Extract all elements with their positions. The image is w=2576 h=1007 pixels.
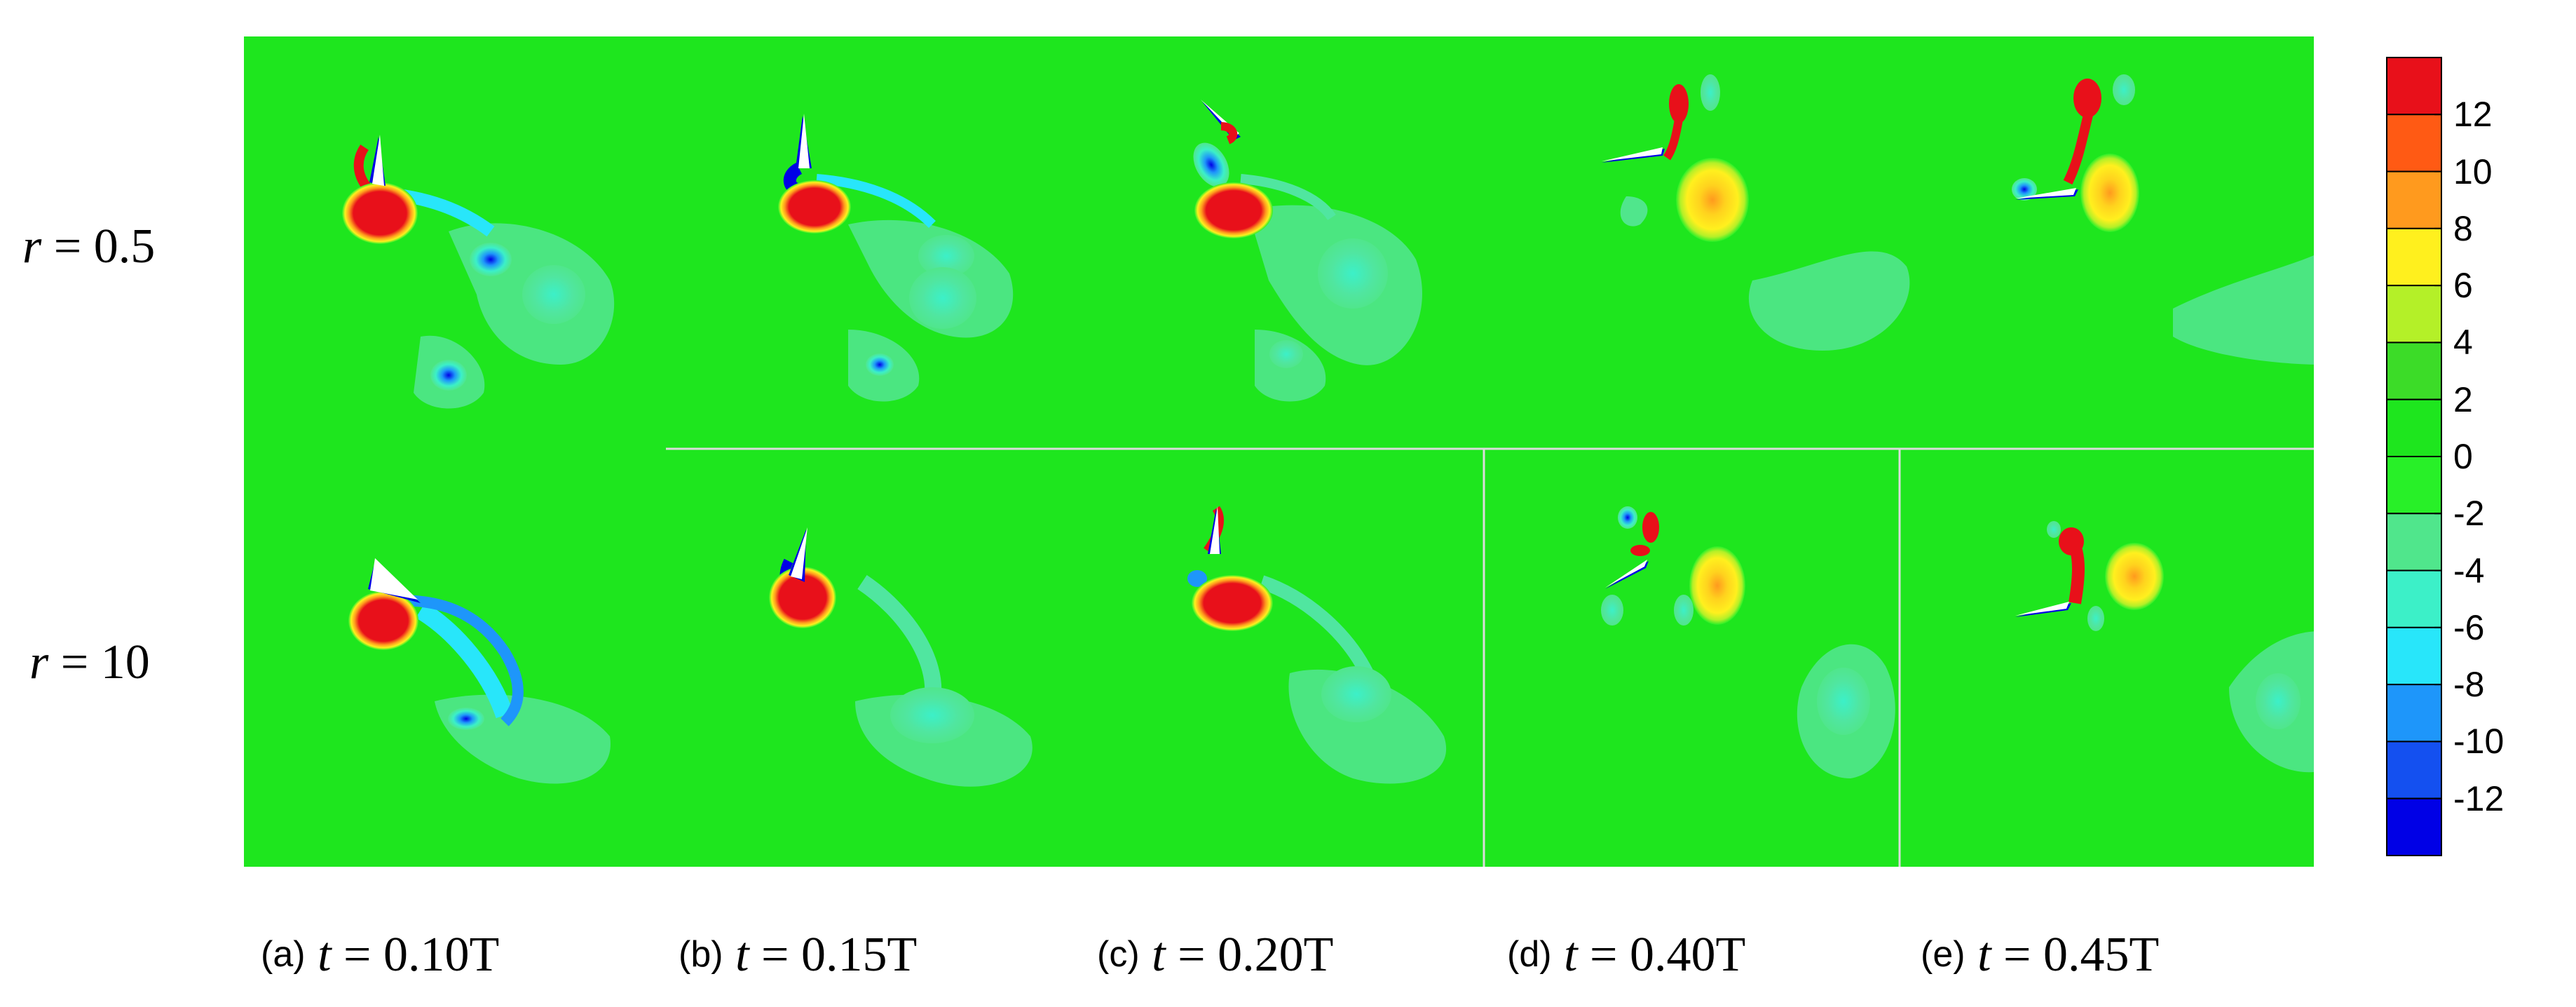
row-label-bottom: r = 10 xyxy=(29,635,150,691)
panel-d-top xyxy=(1602,74,1910,351)
colorbar-segment xyxy=(2386,569,2442,628)
panel-d-bottom xyxy=(1601,506,1895,778)
caption-b: (b) t = 0.15T xyxy=(679,927,917,983)
colorbar-tick-label: -2 xyxy=(2453,494,2485,534)
row-label-bottom-eq: = 10 xyxy=(60,635,150,689)
row-label-top-var: r xyxy=(22,219,42,273)
panel-b-bottom xyxy=(769,527,1033,787)
colorbar-tick-label: -12 xyxy=(2453,778,2505,818)
panel-row-r-10 xyxy=(348,506,2314,787)
colorbar-tick-label: 4 xyxy=(2453,323,2473,363)
row-label-top-eq: = 0.5 xyxy=(53,219,156,273)
colorbar-segment xyxy=(2386,456,2442,515)
caption-b-eq: = 0.15T xyxy=(761,928,918,982)
panel-e-bottom xyxy=(2015,521,2314,773)
caption-a-eq: = 0.10T xyxy=(343,928,500,982)
row-label-top: r = 0.5 xyxy=(22,219,155,275)
caption-a: (a) t = 0.10T xyxy=(261,927,499,983)
colorbar-segment xyxy=(2386,170,2442,229)
caption-d: (d) t = 0.40T xyxy=(1507,927,1745,983)
colorbar-tick-label: -6 xyxy=(2453,607,2485,647)
colorbar xyxy=(2386,57,2442,856)
colorbar-segment xyxy=(2386,684,2442,743)
panel-a-top xyxy=(342,135,615,409)
colorbar-tick-label: 10 xyxy=(2453,151,2493,191)
colorbar-segment xyxy=(2386,741,2442,799)
caption-b-tag: (b) xyxy=(679,934,723,975)
colorbar-tick-label: 6 xyxy=(2453,266,2473,306)
colorbar-segment xyxy=(2386,513,2442,572)
caption-d-eq: = 0.40T xyxy=(1590,928,1746,982)
caption-e: (e) t = 0.45T xyxy=(1921,927,2159,983)
colorbar-tick-label: -4 xyxy=(2453,550,2485,590)
panel-a-bottom xyxy=(348,558,611,784)
colorbar-segment xyxy=(2386,114,2442,173)
caption-a-tag: (a) xyxy=(261,934,306,975)
caption-e-var: t xyxy=(1977,928,1991,982)
colorbar-tick-label: 12 xyxy=(2453,95,2493,135)
row-label-bottom-var: r xyxy=(29,635,49,689)
caption-c-eq: = 0.20T xyxy=(1178,928,1334,982)
panel-c-top xyxy=(1193,100,1422,402)
colorbar-segment xyxy=(2386,57,2442,116)
caption-d-tag: (d) xyxy=(1507,934,1552,975)
colorbar-tick-label: -10 xyxy=(2453,722,2505,762)
caption-a-var: t xyxy=(318,928,332,982)
panel-row-r-0.5 xyxy=(342,74,2314,409)
colorbar-segment xyxy=(2386,342,2442,400)
caption-b-var: t xyxy=(735,928,749,982)
colorbar-tick-label: -8 xyxy=(2453,665,2485,705)
caption-e-tag: (e) xyxy=(1921,934,1965,975)
caption-c-var: t xyxy=(1152,928,1166,982)
panel-e-top xyxy=(2012,74,2314,365)
colorbar-segment xyxy=(2386,285,2442,344)
colorbar-tick-label: 2 xyxy=(2453,379,2473,419)
panel-c-bottom xyxy=(1187,506,1447,784)
colorbar-segment xyxy=(2386,797,2442,856)
caption-e-eq: = 0.45T xyxy=(2003,928,2160,982)
colorbar-segment xyxy=(2386,398,2442,458)
caption-c: (c) t = 0.20T xyxy=(1097,927,1333,983)
colorbar-segment xyxy=(2386,227,2442,287)
colorbar-tick-label: 8 xyxy=(2453,208,2473,248)
colorbar-segment xyxy=(2386,626,2442,686)
panel-b-top xyxy=(778,114,1014,402)
caption-d-var: t xyxy=(1564,928,1578,982)
caption-c-tag: (c) xyxy=(1097,934,1140,975)
colorbar-tick-label: 0 xyxy=(2453,437,2473,476)
